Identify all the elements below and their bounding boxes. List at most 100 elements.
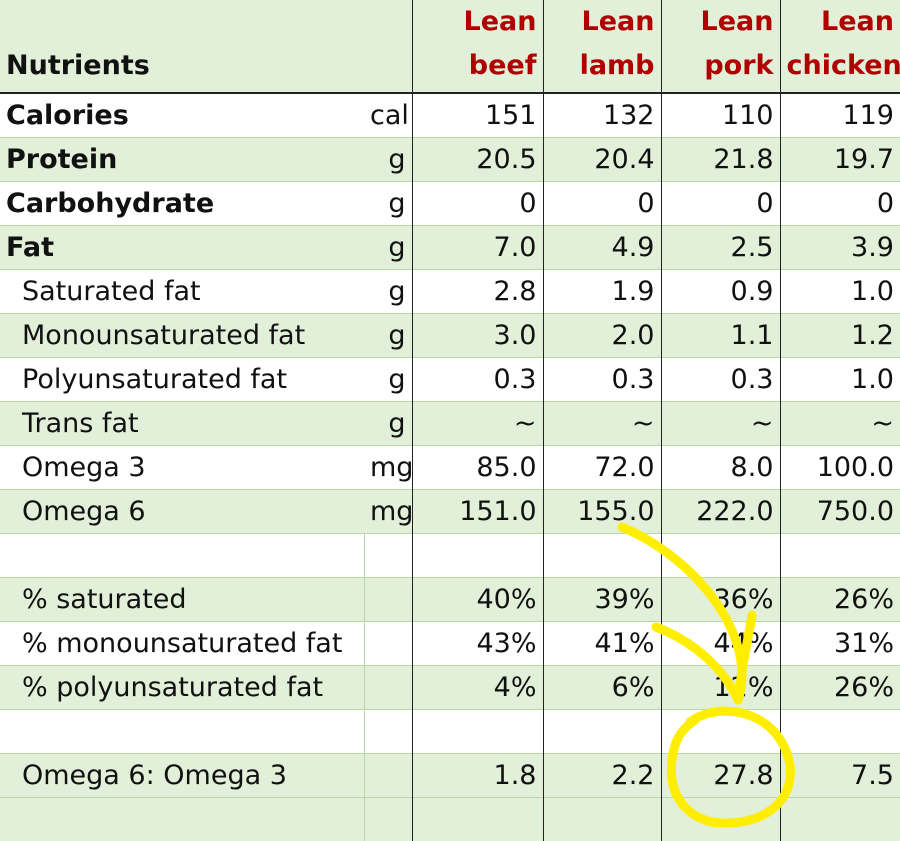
value-cell-chicken: 750.0 xyxy=(780,490,900,534)
value-cell-chicken: 26% xyxy=(780,666,900,710)
value-cell-pork: 222.0 xyxy=(661,490,780,534)
value-cell-pork: ~ xyxy=(661,402,780,446)
nutrient-label: % saturated xyxy=(0,578,364,622)
value-cell-pork xyxy=(661,534,780,578)
nutrient-label: Omega 6 xyxy=(0,490,364,534)
nutrient-label: Calories xyxy=(0,93,364,138)
nutrient-label: Monounsaturated fat xyxy=(0,314,364,358)
value-cell-lamb: 0 xyxy=(543,182,661,226)
value-cell-lamb: 6% xyxy=(543,666,661,710)
unit-cell: g xyxy=(364,402,412,446)
nutrients-header-cell: Nutrients xyxy=(0,0,412,93)
value-cell-chicken xyxy=(780,534,900,578)
value-cell-chicken: 1.0 xyxy=(780,358,900,402)
nutrient-label: Saturated fat xyxy=(0,270,364,314)
unit-cell xyxy=(364,666,412,710)
unit-cell xyxy=(364,710,412,754)
nutrient-label: Polyunsaturated fat xyxy=(0,358,364,402)
value-cell-lamb: ~ xyxy=(543,402,661,446)
value-cell-chicken: 1.0 xyxy=(780,270,900,314)
value-cell-beef: 85.0 xyxy=(412,446,543,490)
unit-cell: g xyxy=(364,226,412,270)
value-cell-lamb: 39% xyxy=(543,578,661,622)
unit-cell xyxy=(364,754,412,798)
value-cell-beef xyxy=(412,534,543,578)
value-cell-pork xyxy=(661,798,780,841)
value-cell-beef: 40% xyxy=(412,578,543,622)
value-cell-beef: 43% xyxy=(412,622,543,666)
nutrients-header: Nutrients xyxy=(6,50,150,81)
unit-cell: g xyxy=(364,182,412,226)
value-cell-beef: 7.0 xyxy=(412,226,543,270)
value-cell-lamb: 0.3 xyxy=(543,358,661,402)
column-header-line2: beef xyxy=(419,44,537,88)
unit-cell xyxy=(364,798,412,841)
unit-cell xyxy=(364,578,412,622)
table-row xyxy=(0,798,900,841)
value-cell-pork: 0 xyxy=(661,182,780,226)
value-cell-beef: 151.0 xyxy=(412,490,543,534)
value-cell-beef xyxy=(412,798,543,841)
value-cell-beef: 0 xyxy=(412,182,543,226)
value-cell-pork: 27.8 xyxy=(661,754,780,798)
column-header-beef: Lean beef xyxy=(412,0,543,93)
header-row: Nutrients Lean beef Lean lamb Lean pork … xyxy=(0,0,900,93)
column-header-lamb: Lean lamb xyxy=(543,0,661,93)
unit-cell: mg xyxy=(364,490,412,534)
unit-cell: g xyxy=(364,270,412,314)
unit-cell: mg xyxy=(364,446,412,490)
value-cell-lamb: 2.2 xyxy=(543,754,661,798)
value-cell-pork: 2.5 xyxy=(661,226,780,270)
value-cell-chicken xyxy=(780,710,900,754)
column-header-chicken: Lean chicken xyxy=(780,0,900,93)
value-cell-beef xyxy=(412,710,543,754)
nutrient-label: Omega 6: Omega 3 xyxy=(0,754,364,798)
column-header-line2: pork xyxy=(668,44,774,88)
unit-cell: g xyxy=(364,358,412,402)
value-cell-lamb: 155.0 xyxy=(543,490,661,534)
nutrient-label: % polyunsaturated fat xyxy=(0,666,364,710)
column-header-pork: Lean pork xyxy=(661,0,780,93)
value-cell-lamb xyxy=(543,710,661,754)
nutrient-label: Carbohydrate xyxy=(0,182,364,226)
value-cell-pork: 12% xyxy=(661,666,780,710)
value-cell-chicken: 3.9 xyxy=(780,226,900,270)
column-header-line2: chicken xyxy=(787,44,895,88)
column-header-line1: Lean xyxy=(419,0,537,44)
value-cell-beef: 2.8 xyxy=(412,270,543,314)
column-header-line1: Lean xyxy=(787,0,895,44)
unit-cell xyxy=(364,534,412,578)
value-cell-lamb xyxy=(543,798,661,841)
value-cell-pork: 36% xyxy=(661,578,780,622)
nutrient-label: Protein xyxy=(0,138,364,182)
value-cell-chicken xyxy=(780,798,900,841)
value-cell-chicken: 31% xyxy=(780,622,900,666)
value-cell-pork xyxy=(661,710,780,754)
nutrient-label: Fat xyxy=(0,226,364,270)
value-cell-beef: ~ xyxy=(412,402,543,446)
nutrient-label xyxy=(0,798,364,841)
value-cell-pork: 21.8 xyxy=(661,138,780,182)
value-cell-chicken: ~ xyxy=(780,402,900,446)
value-cell-beef: 20.5 xyxy=(412,138,543,182)
value-cell-lamb: 72.0 xyxy=(543,446,661,490)
value-cell-pork: 8.0 xyxy=(661,446,780,490)
value-cell-pork: 44% xyxy=(661,622,780,666)
value-cell-chicken: 1.2 xyxy=(780,314,900,358)
value-cell-pork: 1.1 xyxy=(661,314,780,358)
column-header-line1: Lean xyxy=(550,0,655,44)
value-cell-beef: 3.0 xyxy=(412,314,543,358)
nutrient-label: Omega 3 xyxy=(0,446,364,490)
